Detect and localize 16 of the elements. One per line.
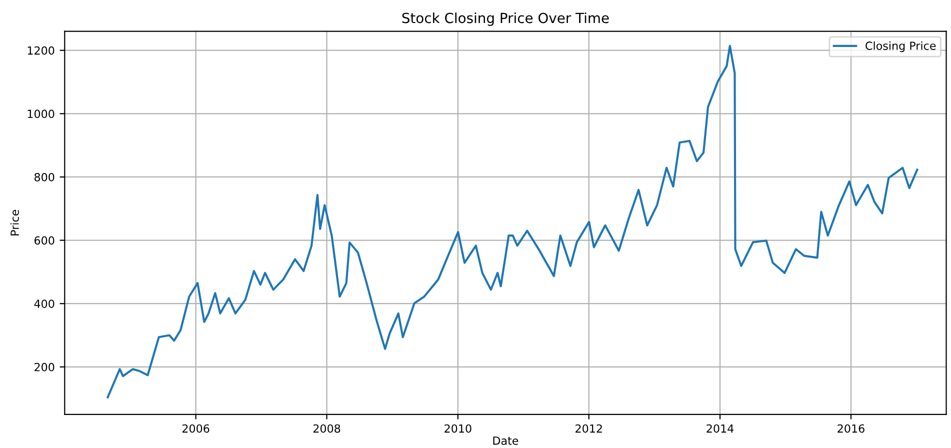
chart-title: Stock Closing Price Over Time [402,12,609,26]
y-tick-label: 200 [34,362,54,372]
y-tick-label: 1200 [28,46,54,55]
y-tick-label: 1000 [28,110,54,118]
y-tick-label: 800 [34,172,54,182]
x-tick-label: 2008 [313,424,340,433]
legend-label: Closing Price [866,41,936,52]
x-tick-label: 2012 [576,424,602,433]
x-tick-label: 2006 [182,424,210,433]
x-tick-label: 2016 [838,424,864,433]
x-axis-title: Date [493,436,518,445]
y-tick-label: 600 [34,236,54,245]
y-axis-title: Price [10,210,19,236]
x-tick-label: 2014 [706,424,734,433]
y-tick-label: 400 [34,300,54,308]
x-tick-label: 2010 [444,424,472,433]
